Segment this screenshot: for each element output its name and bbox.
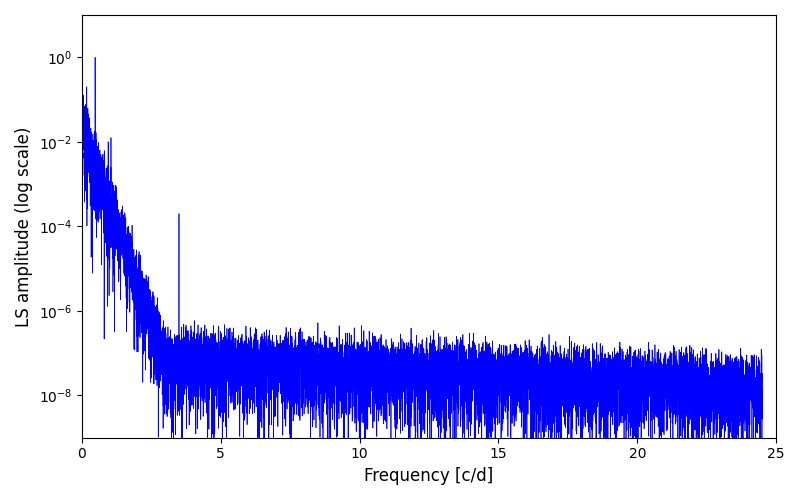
Y-axis label: LS amplitude (log scale): LS amplitude (log scale) (15, 126, 33, 326)
X-axis label: Frequency [c/d]: Frequency [c/d] (364, 467, 494, 485)
